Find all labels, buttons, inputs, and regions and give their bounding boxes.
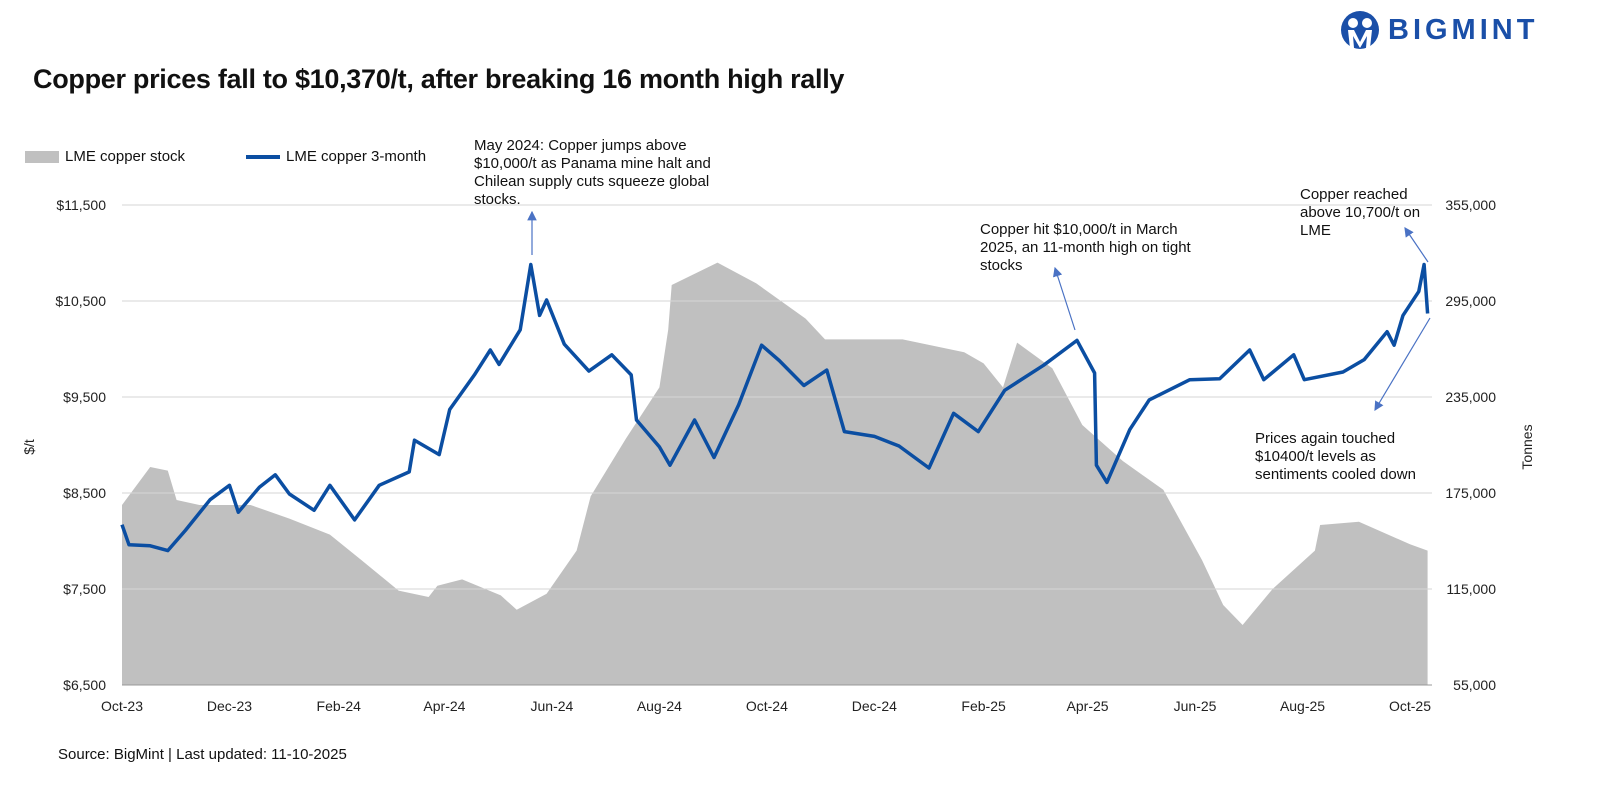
y-right-tick-label: 55,000 xyxy=(1453,677,1496,693)
price-line xyxy=(120,262,1430,553)
x-tick-label: Feb-24 xyxy=(317,698,362,714)
x-tick-label: Apr-25 xyxy=(1067,698,1109,714)
x-tick-label: Apr-24 xyxy=(423,698,465,714)
y-left-tick-label: $8,500 xyxy=(63,485,106,501)
y-left-tick-label: $10,500 xyxy=(55,293,106,309)
chart-title: Copper prices fall to $10,370/t, after b… xyxy=(33,64,845,94)
y-left-axis-label: $/t xyxy=(21,439,37,455)
x-tick-label: Aug-24 xyxy=(637,698,682,714)
annotation-oct-2025-fall: Prices again touched $10400/t levels as … xyxy=(1255,430,1416,483)
y-right-tick-label: 175,000 xyxy=(1445,485,1496,501)
x-tick-label: Jun-24 xyxy=(531,698,574,714)
legend-item-stock: LME copper stock xyxy=(25,148,185,165)
y-left-tick-label: $9,500 xyxy=(63,389,106,405)
legend-swatch-price xyxy=(246,154,280,159)
legend-swatch-stock xyxy=(25,150,59,163)
x-tick-label: Aug-25 xyxy=(1280,698,1325,714)
y-right-tick-label: 235,000 xyxy=(1445,389,1496,405)
annotation-oct-2025-high: Copper reached above 10,700/t on LME xyxy=(1300,186,1421,239)
legend-label-stock: LME copper stock xyxy=(65,148,186,165)
x-tick-label: Dec-24 xyxy=(852,698,897,714)
x-tick-label: Feb-25 xyxy=(961,698,1006,714)
y-left-tick-label: $11,500 xyxy=(56,197,106,213)
x-tick-label: Oct-23 xyxy=(101,698,143,714)
x-tick-label: Dec-23 xyxy=(207,698,252,714)
annotation-may-2024: May 2024: Copper jumps above $10,000/t a… xyxy=(474,137,711,208)
legend-label-price: LME copper 3-month xyxy=(286,148,427,165)
annotation-arrow xyxy=(1374,317,1431,412)
logo-text: BIGMINT xyxy=(1388,13,1539,46)
annotation-arrow xyxy=(1404,227,1429,263)
bigmint-logo-icon xyxy=(1341,11,1379,49)
y-right-axis-label: Tonnes xyxy=(1519,424,1535,469)
source-note: Source: BigMint | Last updated: 11-10-20… xyxy=(58,746,347,763)
bigmint-logo: BIGMINT xyxy=(1340,10,1538,50)
x-tick-label: Oct-25 xyxy=(1389,698,1431,714)
y-right-tick-label: 115,000 xyxy=(1446,581,1496,597)
y-right-tick-label: 355,000 xyxy=(1445,197,1496,213)
legend-item-price: LME copper 3-month xyxy=(246,148,426,165)
x-tick-label: Oct-24 xyxy=(746,698,788,714)
y-right-tick-label: 295,000 xyxy=(1445,293,1496,309)
x-tick-label: Jun-25 xyxy=(1174,698,1217,714)
annotation-march-2025: Copper hit $10,000/t in March 2025, an 1… xyxy=(980,221,1191,274)
stock-area xyxy=(122,262,1428,685)
annotation-arrow xyxy=(1053,266,1076,331)
y-left-tick-label: $7,500 xyxy=(63,581,106,597)
y-left-tick-label: $6,500 xyxy=(63,677,106,693)
